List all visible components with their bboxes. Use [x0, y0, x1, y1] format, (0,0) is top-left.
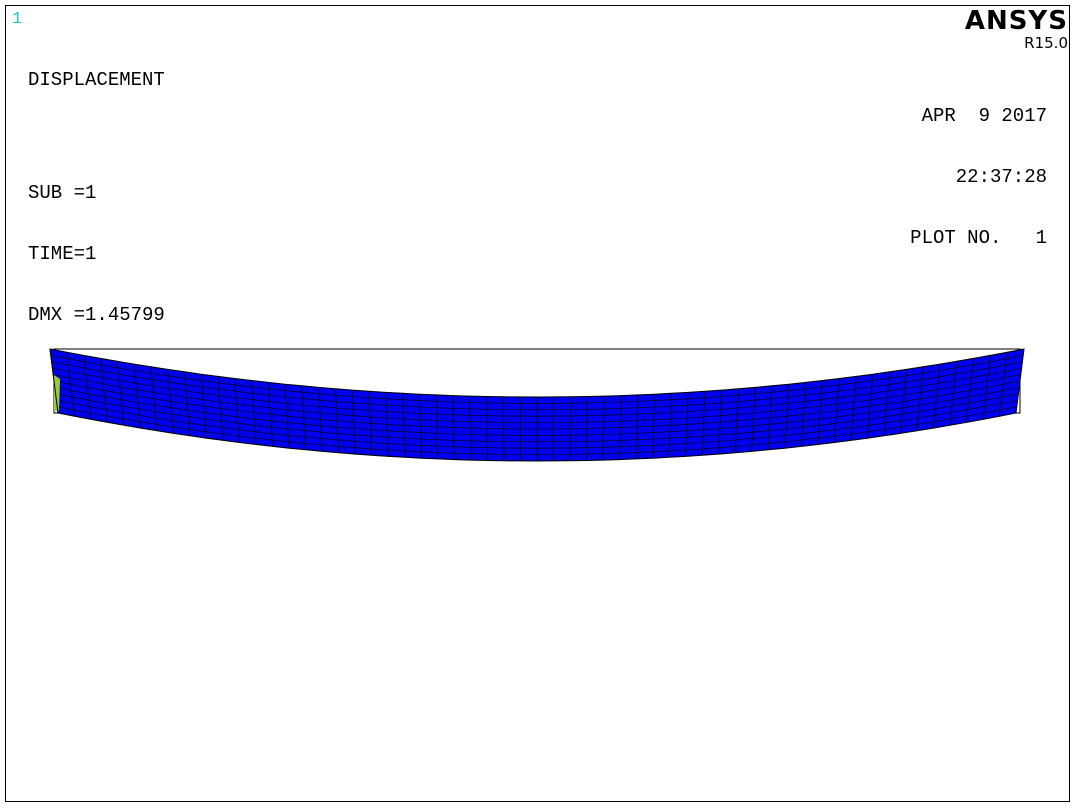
mesh-line-transverse: [335, 388, 340, 453]
mesh-line-transverse: [817, 380, 823, 445]
mesh-line-transverse: [685, 392, 689, 457]
mesh-line-transverse: [602, 396, 605, 461]
plot-date: APR 9 2017: [921, 105, 1047, 127]
mesh-line-transverse: [734, 388, 739, 453]
support-markers: [49, 348, 60, 414]
plot-info-block: APR 9 2017 22:37:28 PLOT NO. 1: [910, 66, 1047, 269]
mesh-line-transverse: [183, 371, 191, 436]
time-label: TIME=1: [28, 243, 97, 265]
mesh-line-transverse: [999, 352, 1008, 417]
mesh-line-transverse: [866, 374, 874, 439]
result-title: DISPLACEMENT: [28, 69, 165, 91]
mesh-line-transverse: [784, 384, 790, 449]
substep-label: SUB =1: [28, 182, 97, 204]
mesh-line-transverse: [982, 355, 991, 420]
mesh-line-transverse: [100, 358, 108, 423]
plot-time: 22:37:28: [955, 166, 1047, 188]
mesh-line-transverse: [251, 380, 257, 445]
mesh-line-transverse: [452, 395, 455, 460]
mesh-line-transverse: [419, 394, 422, 459]
mesh-line-transverse: [652, 394, 655, 459]
mesh-line-transverse: [368, 391, 373, 456]
mesh-line-transverse: [718, 390, 723, 455]
mesh-line-transverse: [318, 387, 323, 452]
mesh-line-transverse: [701, 391, 706, 456]
mesh-line-transverse: [569, 396, 571, 461]
mesh-line-transverse: [767, 385, 773, 450]
plot-number: PLOT NO. 1: [910, 227, 1047, 249]
mesh-line-transverse: [284, 384, 290, 449]
mesh-line-transverse: [402, 393, 406, 458]
mesh-line-transverse: [435, 394, 439, 459]
mesh-line-transverse: [635, 394, 639, 459]
mesh-line-transverse: [301, 385, 307, 450]
mesh-line-transverse: [217, 376, 224, 441]
mesh-line-transverse: [267, 382, 274, 447]
deformed-beam-mesh: [49, 348, 1025, 462]
mesh-line-transverse: [351, 390, 356, 455]
mesh-line-transverse: [385, 392, 389, 457]
mesh-line-transverse: [949, 361, 958, 426]
window-number: 1: [12, 10, 23, 29]
ansys-version: R15.0: [1024, 34, 1068, 52]
mesh-line-transverse: [850, 376, 857, 441]
ansys-logo: ANSYS: [964, 6, 1068, 36]
mesh-line-transverse: [200, 374, 208, 439]
mesh-line-transverse: [66, 352, 75, 417]
mesh-line-transverse: [586, 396, 588, 461]
mesh-line-transverse: [883, 371, 891, 436]
mesh-line-transverse: [167, 369, 174, 434]
mesh-line-transverse: [916, 366, 924, 431]
mesh-line-transverse: [966, 358, 974, 423]
mesh-line-transverse: [503, 396, 505, 461]
mesh-line-transverse: [133, 364, 141, 429]
mesh-line-transverse: [800, 382, 807, 447]
graphics-window-frame: [5, 5, 1070, 802]
mesh-line-transverse: [116, 361, 125, 426]
mesh-line-transverse: [900, 369, 907, 434]
mesh-line-transverse: [668, 393, 672, 458]
mesh-line-transverse: [619, 395, 622, 460]
mesh-line-transverse: [751, 387, 756, 452]
result-info-block: DISPLACEMENT SUB =1 TIME=1 DMX =1.45799: [28, 30, 165, 346]
mesh-line-transverse: [933, 364, 941, 429]
support-constraint-marker: [54, 375, 60, 411]
mesh-line-transverse: [833, 378, 840, 443]
mesh-line-transverse: [469, 396, 472, 461]
mesh-line-transverse: [486, 396, 488, 461]
mesh-line-transverse: [234, 378, 241, 443]
left-end-edge: [49, 348, 59, 414]
max-displacement-label: DMX =1.45799: [28, 304, 165, 326]
mesh-line-transverse: [83, 355, 92, 420]
mesh-line-transverse: [150, 366, 158, 431]
